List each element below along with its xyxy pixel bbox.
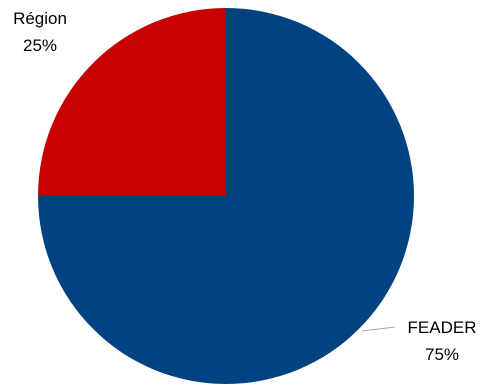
feader-leader-line: [361, 326, 396, 332]
pie-slice-region: [38, 8, 226, 196]
slice-label-feader-percent: 75%: [425, 345, 459, 364]
slice-label-region-percent: 25%: [23, 36, 57, 55]
pie-slices: [38, 8, 414, 384]
slice-label-region-name: Région: [13, 9, 67, 28]
slice-label-feader-name: FEADER: [408, 318, 477, 337]
